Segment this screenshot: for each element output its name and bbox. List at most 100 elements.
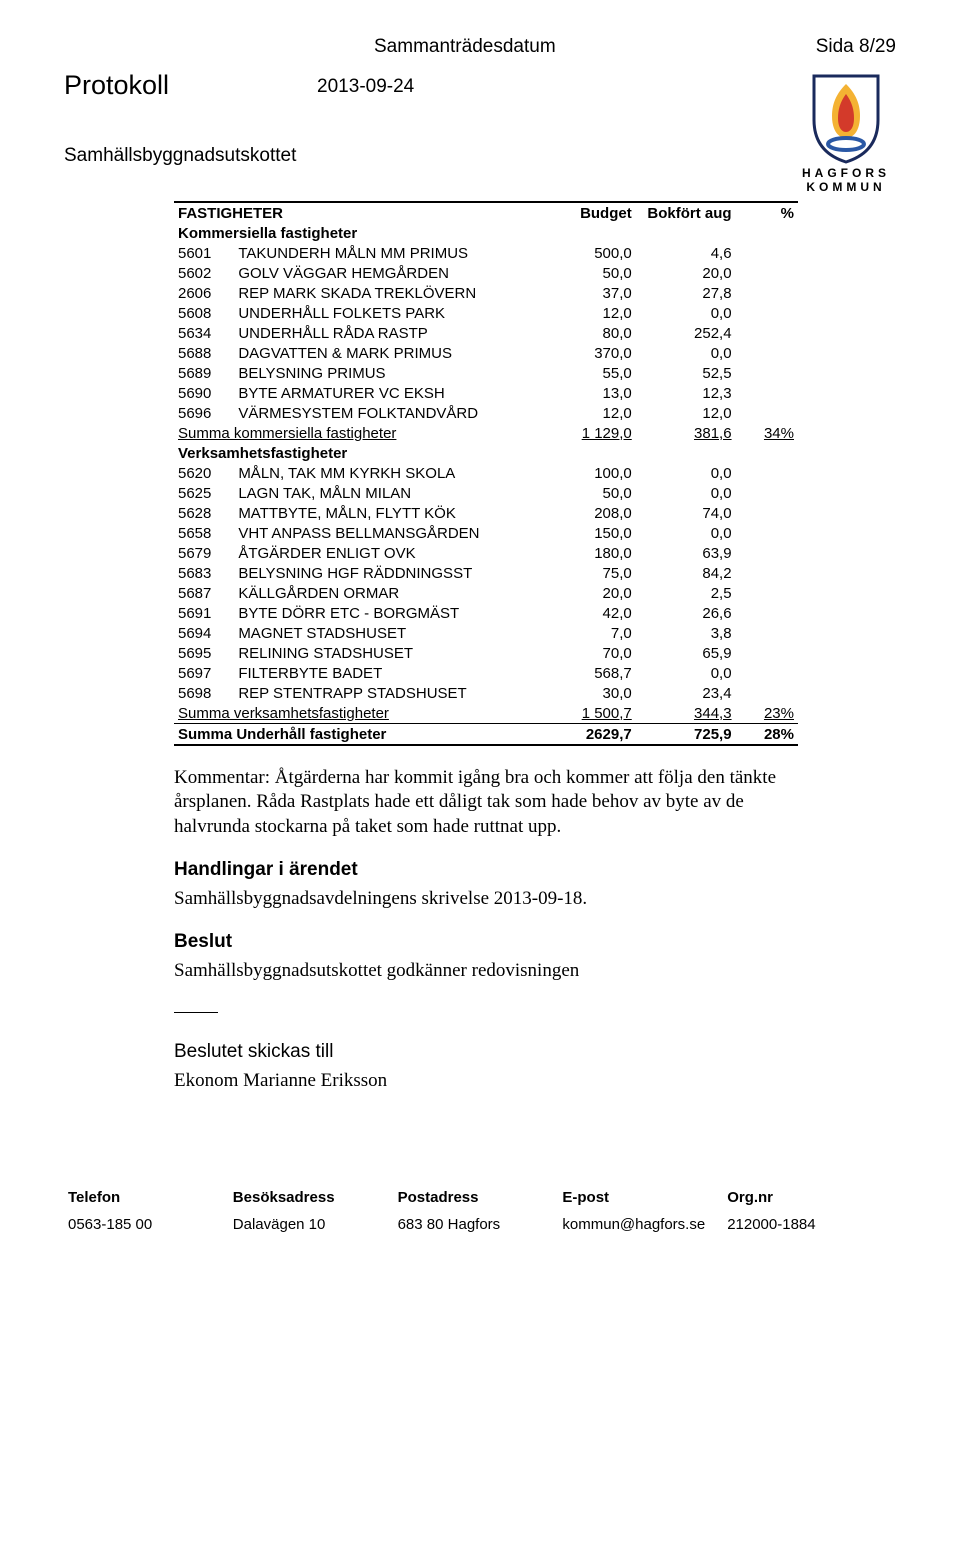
row-bokfort: 63,9 — [636, 543, 736, 563]
table-row: 2606REP MARK SKADA TREKLÖVERN37,027,8 — [174, 283, 798, 303]
footer-col: Postadress 683 80 Hagfors — [398, 1189, 563, 1233]
side-info: Sida 8/29 — [816, 36, 896, 58]
row-bokfort: 12,0 — [636, 403, 736, 423]
shield-flame-icon — [806, 72, 886, 164]
page-footer: Telefon 0563-185 00BesöksadressDalavägen … — [64, 1189, 896, 1233]
footer-value: 683 80 Hagfors — [398, 1216, 563, 1233]
row-code: 5687 — [174, 583, 234, 603]
row-pct — [736, 363, 798, 383]
row-bokfort: 0,0 — [636, 343, 736, 363]
row-desc: UNDERHÅLL FOLKETS PARK — [234, 303, 536, 323]
row-code: 2606 — [174, 283, 234, 303]
row-bokfort: 4,6 — [636, 243, 736, 263]
row-code: 5628 — [174, 503, 234, 523]
row-pct — [736, 523, 798, 543]
row-bokfort: 0,0 — [636, 523, 736, 543]
row-desc: UNDERHÅLL RÅDA RASTP — [234, 323, 536, 343]
table-row: 5697FILTERBYTE BADET568,70,0 — [174, 663, 798, 683]
table-row: 5683BELYSNING HGF RÄDDNINGSST75,084,2 — [174, 563, 798, 583]
table-row: 5691BYTE DÖRR ETC - BORGMÄST42,026,6 — [174, 603, 798, 623]
sum-verksamhets: Summa verksamhetsfastigheter1 500,7344,3… — [174, 703, 798, 724]
col-header-bokfort: Bokfört aug — [636, 202, 736, 223]
table-row: 5694MAGNET STADSHUSET7,03,8 — [174, 623, 798, 643]
footer-value: Dalavägen 10 — [233, 1216, 398, 1233]
row-bokfort: 23,4 — [636, 683, 736, 703]
table-row: 5608UNDERHÅLL FOLKETS PARK12,00,0 — [174, 303, 798, 323]
sum-label: Summa kommersiella fastigheter — [174, 423, 536, 443]
page: Sammanträdesdatum Sida 8/29 Protokoll 20… — [0, 0, 960, 1257]
row-code: 5679 — [174, 543, 234, 563]
row-desc: VÄRMESYSTEM FOLKTANDVÅRD — [234, 403, 536, 423]
row-desc: ÅTGÄRDER ENLIGT OVK — [234, 543, 536, 563]
table-row: 5696VÄRMESYSTEM FOLKTANDVÅRD12,012,0 — [174, 403, 798, 423]
row-bokfort: 3,8 — [636, 623, 736, 643]
handlingar-heading: Handlingar i ärendet — [174, 859, 896, 881]
row-bokfort: 26,6 — [636, 603, 736, 623]
committee-name: Samhällsbyggnadsutskottet — [64, 145, 896, 167]
row-budget: 370,0 — [536, 343, 636, 363]
row-code: 5601 — [174, 243, 234, 263]
row-desc: FILTERBYTE BADET — [234, 663, 536, 683]
row-desc: RELINING STADSHUSET — [234, 643, 536, 663]
total-bokfort: 725,9 — [636, 724, 736, 746]
sum-kommersiella: Summa kommersiella fastigheter1 129,0381… — [174, 423, 798, 443]
skickas-text: Ekonom Marianne Eriksson — [174, 1069, 798, 1093]
row-budget: 75,0 — [536, 563, 636, 583]
row-pct — [736, 323, 798, 343]
row-desc: REP MARK SKADA TREKLÖVERN — [234, 283, 536, 303]
table-row: 5687KÄLLGÅRDEN ORMAR20,02,5 — [174, 583, 798, 603]
row-desc: BYTE DÖRR ETC - BORGMÄST — [234, 603, 536, 623]
row-bokfort: 65,9 — [636, 643, 736, 663]
row-bokfort: 74,0 — [636, 503, 736, 523]
row-desc: DAGVATTEN & MARK PRIMUS — [234, 343, 536, 363]
row-desc: BELYSNING PRIMUS — [234, 363, 536, 383]
row-budget: 70,0 — [536, 643, 636, 663]
footer-heading: Postadress — [398, 1189, 563, 1206]
row-budget: 80,0 — [536, 323, 636, 343]
row-budget: 568,7 — [536, 663, 636, 683]
row-budget: 20,0 — [536, 583, 636, 603]
row-bokfort: 84,2 — [636, 563, 736, 583]
footer-value: 0563-185 00 — [68, 1216, 233, 1233]
row-bokfort: 0,0 — [636, 663, 736, 683]
row-code: 5697 — [174, 663, 234, 683]
row-desc: MAGNET STADSHUSET — [234, 623, 536, 643]
title-row: Protokoll 2013-09-24 — [64, 70, 896, 101]
table-row: 5620MÅLN, TAK MM KYRKH SKOLA100,00,0 — [174, 463, 798, 483]
table-row: 5698REP STENTRAPP STADSHUSET30,023,4 — [174, 683, 798, 703]
row-pct — [736, 403, 798, 423]
row-code: 5691 — [174, 603, 234, 623]
sum-bokfort: 344,3 — [636, 703, 736, 724]
row-code: 5689 — [174, 363, 234, 383]
row-pct — [736, 383, 798, 403]
row-pct — [736, 503, 798, 523]
row-pct — [736, 543, 798, 563]
sum-budget: 1 500,7 — [536, 703, 636, 724]
table-row: 5625LAGN TAK, MÅLN MILAN50,00,0 — [174, 483, 798, 503]
row-bokfort: 52,5 — [636, 363, 736, 383]
row-code: 5608 — [174, 303, 234, 323]
total-pct: 28% — [736, 724, 798, 746]
row-budget: 500,0 — [536, 243, 636, 263]
table-row: 5689BELYSNING PRIMUS55,052,5 — [174, 363, 798, 383]
row-code: 5698 — [174, 683, 234, 703]
row-budget: 208,0 — [536, 503, 636, 523]
row-pct — [736, 623, 798, 643]
row-budget: 13,0 — [536, 383, 636, 403]
col-header-budget: Budget — [536, 202, 636, 223]
row-bokfort: 2,5 — [636, 583, 736, 603]
sum-budget: 1 129,0 — [536, 423, 636, 443]
row-budget: 100,0 — [536, 463, 636, 483]
row-pct — [736, 483, 798, 503]
table-row: 5679ÅTGÄRDER ENLIGT OVK180,063,9 — [174, 543, 798, 563]
footer-col: BesöksadressDalavägen 10 — [233, 1189, 398, 1233]
row-pct — [736, 243, 798, 263]
table-row: 5688DAGVATTEN & MARK PRIMUS370,00,0 — [174, 343, 798, 363]
table-row: 5690BYTE ARMATURER VC EKSH13,012,3 — [174, 383, 798, 403]
row-code: 5683 — [174, 563, 234, 583]
footer-heading: Org.nr — [727, 1189, 892, 1206]
table-row: 5601TAKUNDERH MÅLN MM PRIMUS500,04,6 — [174, 243, 798, 263]
footer-heading: Telefon — [68, 1189, 233, 1206]
row-pct — [736, 463, 798, 483]
signature-line — [174, 1012, 218, 1013]
